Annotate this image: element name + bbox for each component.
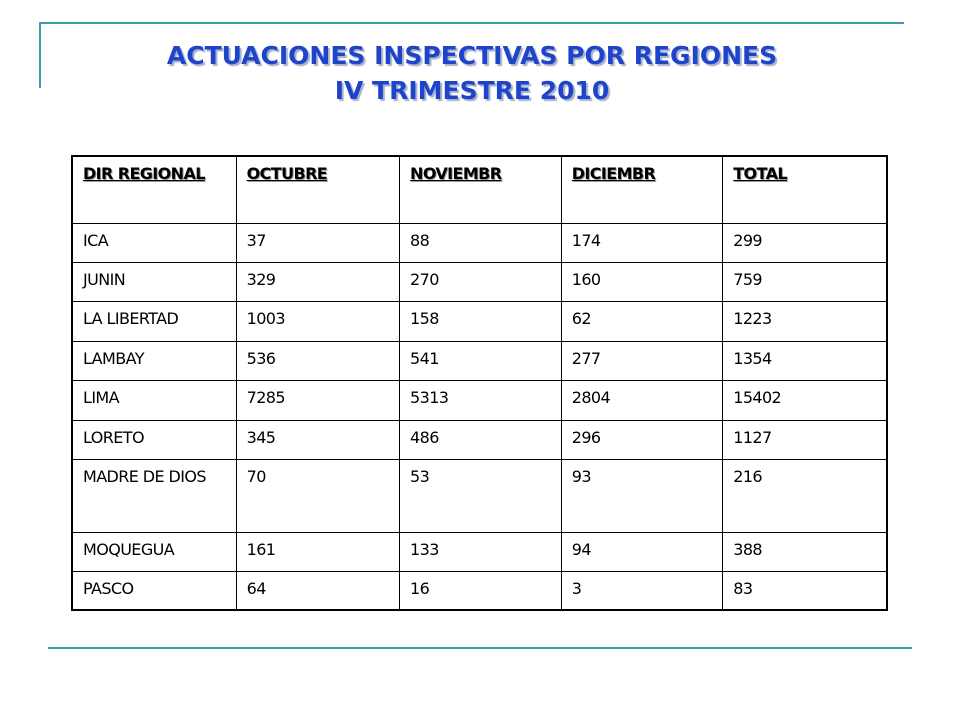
- title-line-2: IV TRIMESTRE 2010: [334, 76, 610, 105]
- header-total: TOTAL: [722, 155, 888, 224]
- header-noviembr: NOVIEMBR: [399, 155, 562, 224]
- header-diciembr: DICIEMBR: [560, 155, 724, 224]
- table-row: LORETO 345 486 296 1127: [71, 420, 888, 460]
- header-dir-regional: DIR REGIONAL: [71, 155, 237, 224]
- cell-region: MADRE DE DIOS: [71, 459, 237, 533]
- cell-region: MOQUEGUA: [71, 532, 237, 572]
- regional-inspections-table: DIR REGIONAL OCTUBRE NOVIEMBR DICIEMBR T…: [71, 155, 888, 611]
- cell-region: LORETO: [71, 420, 237, 460]
- table-row: MOQUEGUA 161 133 94 388: [71, 532, 888, 572]
- cell-total: 1223: [722, 301, 888, 342]
- cell-noviembre: 270: [399, 262, 562, 302]
- cell-noviembre: 53: [399, 459, 562, 533]
- header-octubre: OCTUBRE: [235, 155, 401, 224]
- cell-octubre: 536: [235, 341, 401, 381]
- cell-octubre: 161: [235, 532, 401, 572]
- table-row: LA LIBERTAD 1003 158 62 1223: [71, 301, 888, 342]
- cell-region: LAMBAY: [71, 341, 237, 381]
- table-header-row: DIR REGIONAL OCTUBRE NOVIEMBR DICIEMBR T…: [71, 155, 888, 224]
- cell-total: 83: [722, 571, 888, 611]
- cell-noviembre: 486: [399, 420, 562, 460]
- cell-noviembre: 133: [399, 532, 562, 572]
- top-divider-line: [40, 22, 904, 24]
- cell-total: 1354: [722, 341, 888, 381]
- cell-noviembre: 88: [399, 223, 562, 263]
- cell-octubre: 70: [235, 459, 401, 533]
- cell-total: 388: [722, 532, 888, 572]
- cell-total: 759: [722, 262, 888, 302]
- cell-total: 1127: [722, 420, 888, 460]
- cell-noviembre: 16: [399, 571, 562, 611]
- cell-diciembre: 277: [560, 341, 724, 381]
- cell-diciembre: 174: [560, 223, 724, 263]
- cell-diciembre: 62: [560, 301, 724, 342]
- cell-octubre: 329: [235, 262, 401, 302]
- title-line-1: ACTUACIONES INSPECTIVAS POR REGIONES: [166, 41, 778, 70]
- cell-region: JUNIN: [71, 262, 237, 302]
- cell-octubre: 37: [235, 223, 401, 263]
- cell-total: 15402: [722, 380, 888, 421]
- table-row: LAMBAY 536 541 277 1354: [71, 341, 888, 381]
- bottom-divider-line: [48, 647, 912, 649]
- cell-noviembre: 541: [399, 341, 562, 381]
- cell-noviembre: 5313: [399, 380, 562, 421]
- slide-title: ACTUACIONES INSPECTIVAS POR REGIONES IV …: [40, 38, 904, 108]
- table-row: ICA 37 88 174 299: [71, 223, 888, 263]
- cell-total: 216: [722, 459, 888, 533]
- table-row: PASCO 64 16 3 83: [71, 571, 888, 611]
- cell-octubre: 7285: [235, 380, 401, 421]
- cell-region: LIMA: [71, 380, 237, 421]
- cell-diciembre: 3: [560, 571, 724, 611]
- cell-octubre: 345: [235, 420, 401, 460]
- cell-octubre: 1003: [235, 301, 401, 342]
- table-row: LIMA 7285 5313 2804 15402: [71, 380, 888, 421]
- table-row: MADRE DE DIOS 70 53 93 216: [71, 459, 888, 533]
- cell-diciembre: 93: [560, 459, 724, 533]
- cell-diciembre: 296: [560, 420, 724, 460]
- cell-noviembre: 158: [399, 301, 562, 342]
- cell-octubre: 64: [235, 571, 401, 611]
- cell-diciembre: 2804: [560, 380, 724, 421]
- cell-region: PASCO: [71, 571, 237, 611]
- cell-diciembre: 160: [560, 262, 724, 302]
- cell-region: LA LIBERTAD: [71, 301, 237, 342]
- table-row: JUNIN 329 270 160 759: [71, 262, 888, 302]
- left-divider-line: [39, 22, 41, 88]
- cell-region: ICA: [71, 223, 237, 263]
- cell-diciembre: 94: [560, 532, 724, 572]
- cell-total: 299: [722, 223, 888, 263]
